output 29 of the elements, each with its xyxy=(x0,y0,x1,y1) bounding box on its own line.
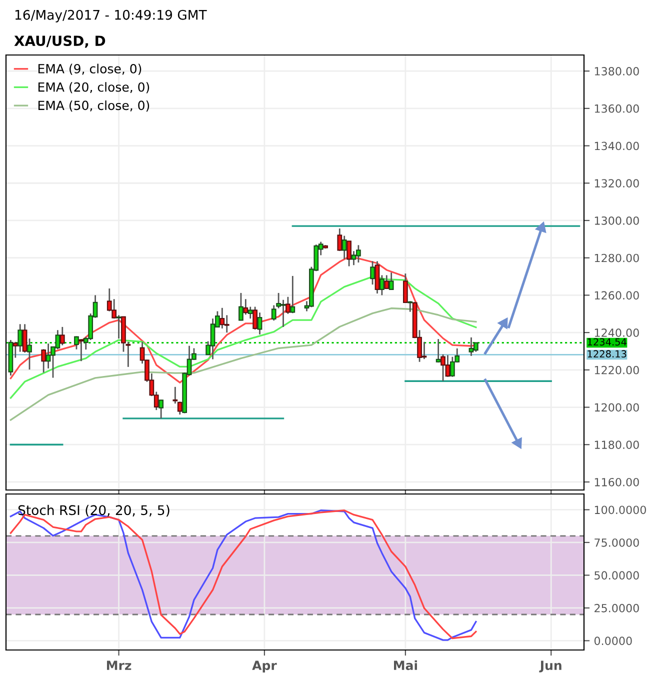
y-tick-label: 0.0000 xyxy=(594,636,632,646)
text: 16/May/2017 - 10:49:19 GMT xyxy=(15,10,207,22)
ref-line-label: 1228.13 xyxy=(588,350,626,358)
x-tick-label: Apr xyxy=(252,660,277,673)
y-tick-label: 25.0000 xyxy=(594,604,639,612)
y-tick-label: 1200.00 xyxy=(594,403,639,412)
y-tick-label: 1160.00 xyxy=(594,478,639,486)
y-tick-label: 1360.00 xyxy=(594,104,639,113)
y-tick-label: 50.0000 xyxy=(594,571,639,580)
legend-label: EMA (20, close, 0) xyxy=(38,82,150,94)
legend-label: EMA (9, close, 0) xyxy=(38,64,142,75)
y-tick-label: 75.0000 xyxy=(594,538,639,547)
y-tick-label: 1220.00 xyxy=(594,366,639,374)
legend-label: EMA (50, close, 0) xyxy=(38,100,150,112)
x-tick-label: Mrz xyxy=(106,660,132,670)
y-tick-label: 1340.00 xyxy=(594,142,639,150)
y-tick-label: 1180.00 xyxy=(594,440,639,449)
chart-title: XAU/USD, D xyxy=(14,36,106,48)
y-tick-label: 1280.00 xyxy=(594,254,639,262)
y-tick-label: 100.0000 xyxy=(594,506,646,514)
x-tick-label: Jun xyxy=(539,660,562,672)
y-tick-label: 1260.00 xyxy=(594,291,639,300)
x-tick-label: Mai xyxy=(394,660,417,670)
y-tick-label: 1300.00 xyxy=(594,216,639,225)
ref-line-label: 1234.54 xyxy=(588,338,626,346)
y-tick-label: 1380.00 xyxy=(594,67,639,76)
y-tick-label: 1240.00 xyxy=(594,328,639,337)
text: Stoch RSI (20, 20, 5, 5) xyxy=(18,504,170,517)
y-tick-label: 1320.00 xyxy=(594,179,639,188)
